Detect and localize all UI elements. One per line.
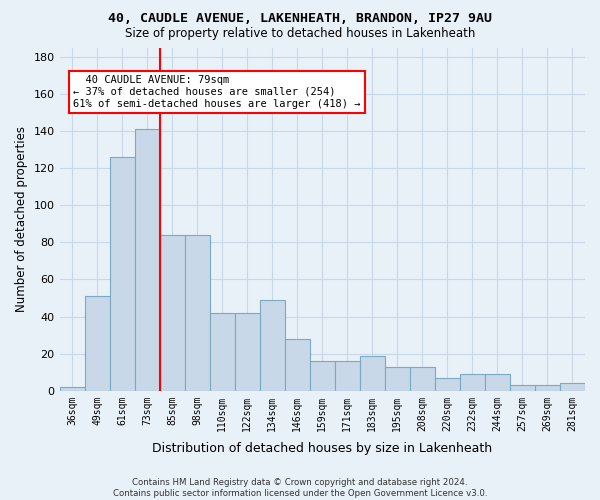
- Bar: [335, 361, 360, 391]
- Bar: [285, 339, 310, 391]
- Bar: [209, 313, 235, 391]
- Bar: [235, 313, 260, 391]
- Bar: [310, 361, 335, 391]
- Bar: [460, 374, 485, 391]
- Bar: [385, 366, 410, 391]
- Bar: [185, 235, 209, 391]
- Bar: [510, 385, 535, 391]
- Text: Contains HM Land Registry data © Crown copyright and database right 2024.
Contai: Contains HM Land Registry data © Crown c…: [113, 478, 487, 498]
- Bar: [134, 129, 160, 391]
- Bar: [59, 387, 85, 391]
- X-axis label: Distribution of detached houses by size in Lakenheath: Distribution of detached houses by size …: [152, 442, 493, 455]
- Bar: [260, 300, 285, 391]
- Y-axis label: Number of detached properties: Number of detached properties: [15, 126, 28, 312]
- Bar: [535, 385, 560, 391]
- Bar: [435, 378, 460, 391]
- Bar: [485, 374, 510, 391]
- Bar: [410, 366, 435, 391]
- Bar: [160, 235, 185, 391]
- Bar: [110, 157, 134, 391]
- Bar: [85, 296, 110, 391]
- Text: 40, CAUDLE AVENUE, LAKENHEATH, BRANDON, IP27 9AU: 40, CAUDLE AVENUE, LAKENHEATH, BRANDON, …: [108, 12, 492, 26]
- Text: 40 CAUDLE AVENUE: 79sqm
← 37% of detached houses are smaller (254)
61% of semi-d: 40 CAUDLE AVENUE: 79sqm ← 37% of detache…: [73, 76, 361, 108]
- Text: Size of property relative to detached houses in Lakenheath: Size of property relative to detached ho…: [125, 28, 475, 40]
- Bar: [360, 356, 385, 391]
- Bar: [560, 384, 585, 391]
